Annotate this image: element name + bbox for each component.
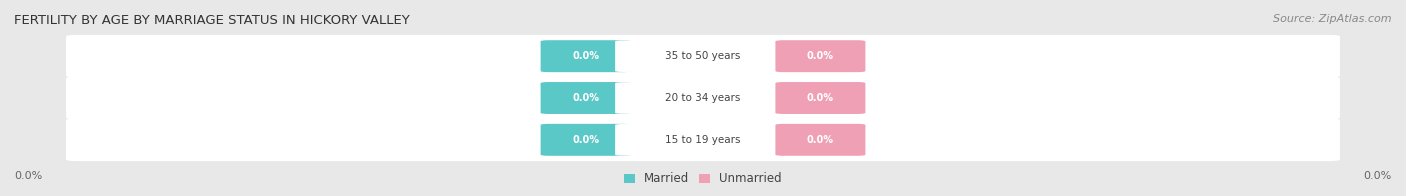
Text: 0.0%: 0.0% bbox=[572, 51, 599, 61]
Text: 0.0%: 0.0% bbox=[807, 135, 834, 145]
FancyBboxPatch shape bbox=[776, 82, 865, 114]
Text: 0.0%: 0.0% bbox=[572, 135, 599, 145]
Text: 0.0%: 0.0% bbox=[572, 93, 599, 103]
Legend: Married, Unmarried: Married, Unmarried bbox=[620, 168, 786, 190]
Text: 0.0%: 0.0% bbox=[14, 171, 42, 181]
FancyBboxPatch shape bbox=[614, 40, 790, 72]
FancyBboxPatch shape bbox=[776, 124, 865, 156]
FancyBboxPatch shape bbox=[66, 77, 1340, 119]
FancyBboxPatch shape bbox=[614, 82, 790, 114]
Text: FERTILITY BY AGE BY MARRIAGE STATUS IN HICKORY VALLEY: FERTILITY BY AGE BY MARRIAGE STATUS IN H… bbox=[14, 14, 409, 27]
Text: Source: ZipAtlas.com: Source: ZipAtlas.com bbox=[1274, 14, 1392, 24]
Text: 15 to 19 years: 15 to 19 years bbox=[665, 135, 741, 145]
FancyBboxPatch shape bbox=[66, 119, 1340, 161]
Text: 0.0%: 0.0% bbox=[1364, 171, 1392, 181]
FancyBboxPatch shape bbox=[540, 40, 630, 72]
FancyBboxPatch shape bbox=[66, 35, 1340, 77]
FancyBboxPatch shape bbox=[776, 40, 865, 72]
FancyBboxPatch shape bbox=[540, 124, 630, 156]
Text: 20 to 34 years: 20 to 34 years bbox=[665, 93, 741, 103]
FancyBboxPatch shape bbox=[614, 124, 790, 156]
Text: 35 to 50 years: 35 to 50 years bbox=[665, 51, 741, 61]
Text: 0.0%: 0.0% bbox=[807, 51, 834, 61]
FancyBboxPatch shape bbox=[540, 82, 630, 114]
Text: 0.0%: 0.0% bbox=[807, 93, 834, 103]
